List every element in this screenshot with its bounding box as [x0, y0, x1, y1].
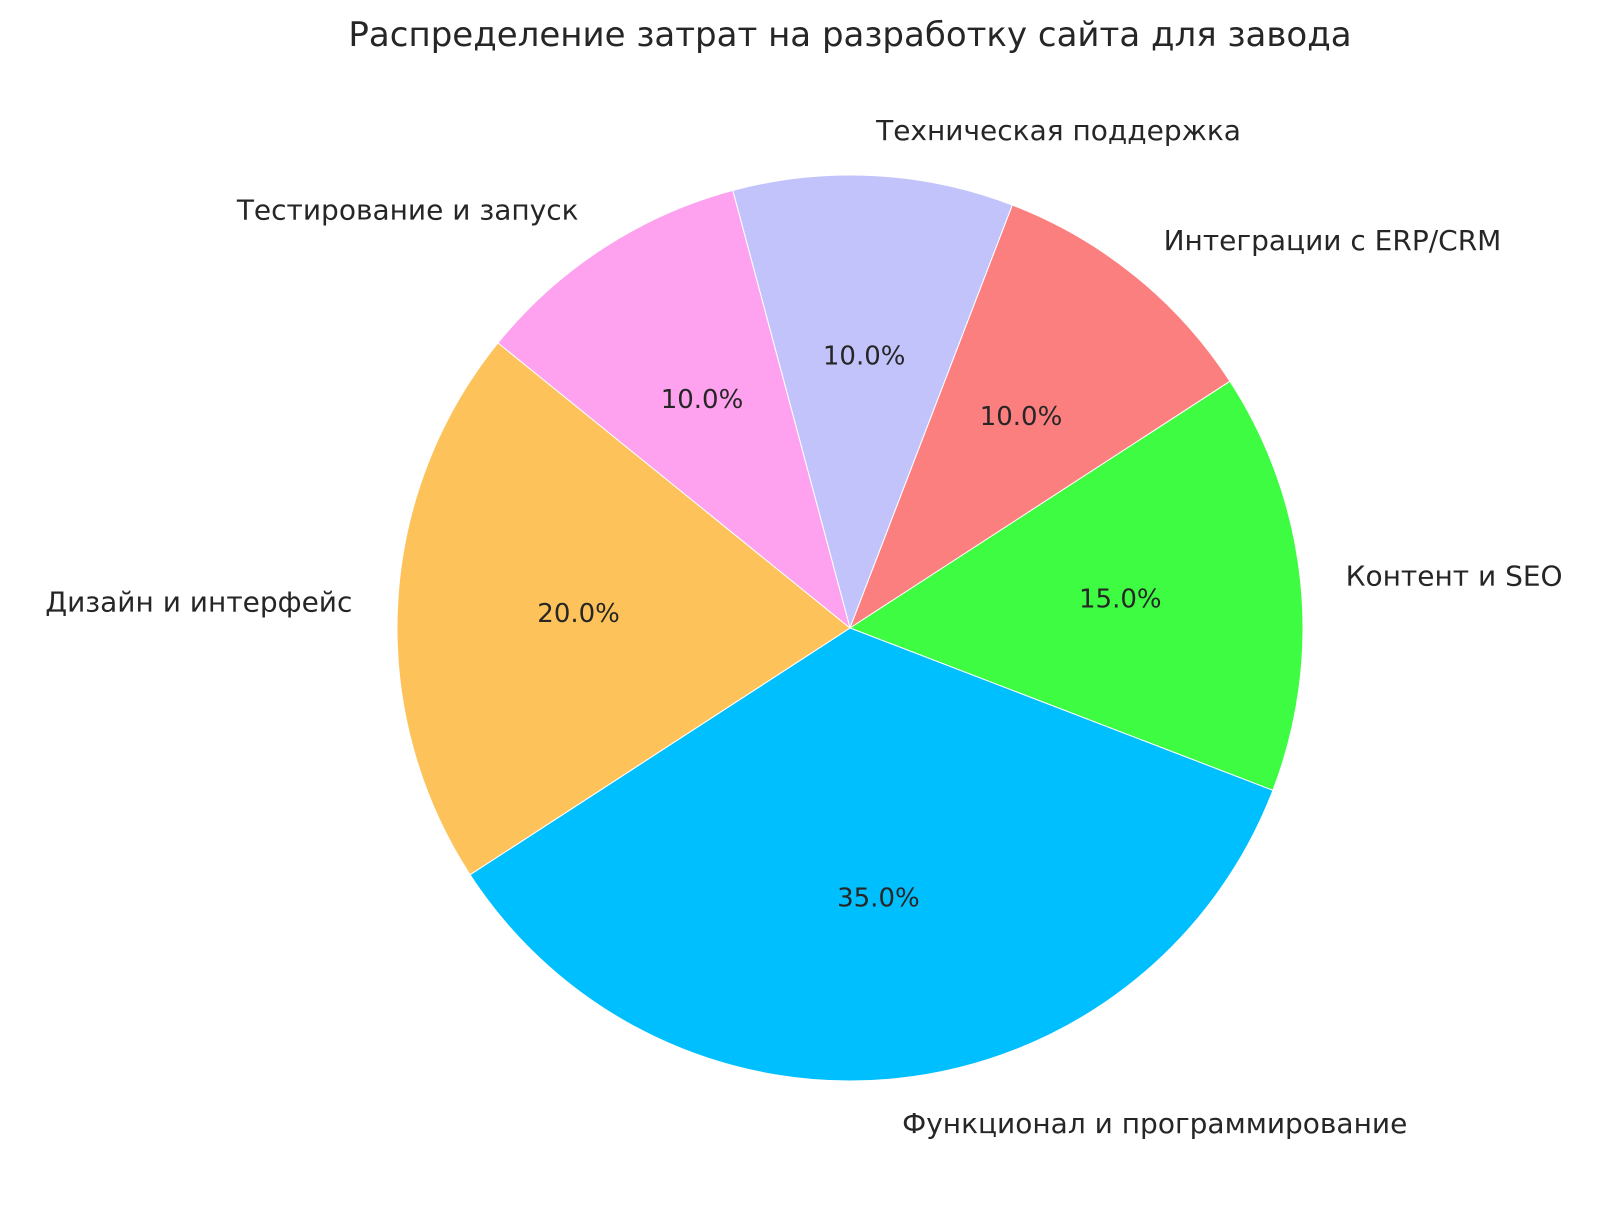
- chart-title: Распределение затрат на разработку сайта…: [348, 15, 1352, 55]
- slice-percent-label: 20.0%: [537, 599, 620, 629]
- slice-percent-label: 10.0%: [823, 342, 906, 372]
- pie-slice-5: [396, 342, 851, 876]
- pie-slice-4: [469, 627, 1274, 1082]
- slice-percent-label: 10.0%: [980, 402, 1063, 432]
- slice-category-label: Функционал и программирование: [902, 1107, 1407, 1140]
- pie-slice-1: [732, 174, 1013, 629]
- pie-slice-2: [849, 204, 1231, 629]
- pie-slice-3: [849, 380, 1304, 791]
- slice-category-label: Тестирование и запуск: [236, 194, 579, 227]
- slice-percent-label: 10.0%: [661, 385, 744, 415]
- slice-category-label: Контент и SEO: [1346, 559, 1563, 592]
- slice-percent-label: 15.0%: [1079, 585, 1162, 615]
- slice-category-label: Техническая поддержка: [875, 114, 1241, 147]
- pie-slice-6: [497, 189, 851, 629]
- slice-category-label: Интеграции с ERP/CRM: [1164, 224, 1502, 257]
- slice-percent-label: 35.0%: [837, 883, 920, 913]
- slice-category-label: Дизайн и интерфейс: [45, 585, 352, 618]
